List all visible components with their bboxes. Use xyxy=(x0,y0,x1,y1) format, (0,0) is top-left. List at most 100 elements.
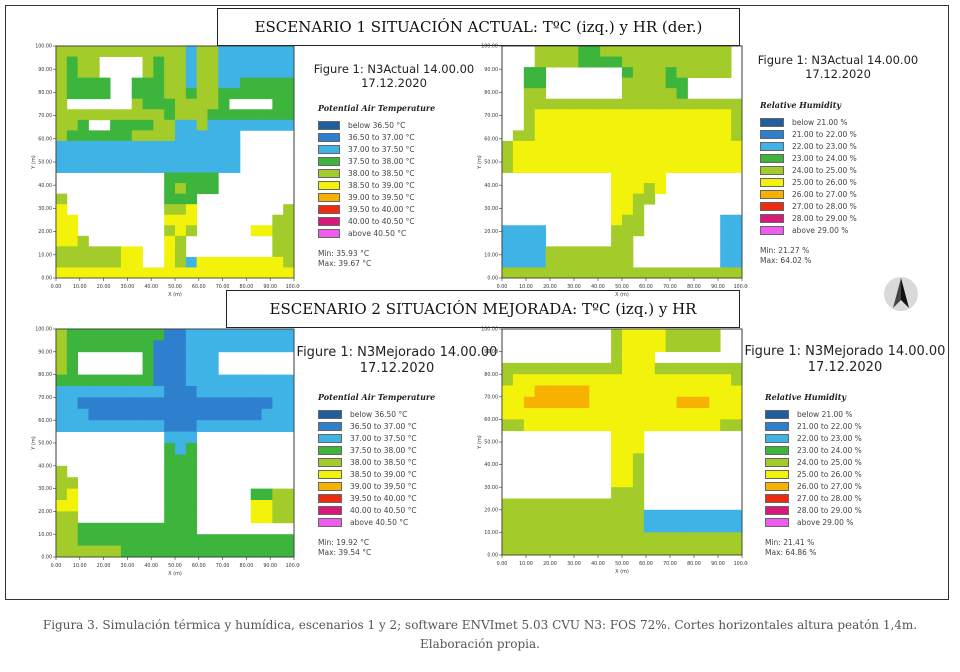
x-tick-label: 0.00 xyxy=(497,284,508,290)
heatmap-cell xyxy=(687,543,699,556)
fig-title-line: Figure 1: N3Mejorado 14.00.00 xyxy=(744,344,946,359)
y-tick-label: 70.00 xyxy=(484,113,498,119)
heatmap-cell xyxy=(534,98,547,110)
heatmap-cell xyxy=(523,67,536,79)
heatmap-cell xyxy=(578,162,590,173)
heatmap-cell xyxy=(611,543,623,556)
heatmap-cell xyxy=(66,246,79,258)
heatmap-cell xyxy=(534,109,547,121)
heatmap-cell xyxy=(56,140,68,152)
heatmap-cell xyxy=(676,162,688,173)
legend-item: 38.00 to 38.50 °C xyxy=(318,456,435,468)
heatmap-cell xyxy=(66,488,79,501)
heatmap-cell xyxy=(99,545,111,558)
heatmap-cell xyxy=(207,340,219,353)
legend-swatch xyxy=(765,457,789,467)
heatmap-cell xyxy=(142,340,154,353)
heatmap-cell xyxy=(567,140,579,152)
heatmap-cell xyxy=(643,88,656,100)
heatmap-cell xyxy=(632,351,645,364)
heatmap-cell xyxy=(523,543,536,556)
heatmap-cell xyxy=(272,374,284,387)
heatmap-cell xyxy=(600,385,612,398)
heatmap-cell xyxy=(643,172,656,184)
heatmap-cell xyxy=(611,464,623,477)
heatmap-cell xyxy=(534,509,547,522)
heatmap-cell xyxy=(545,385,557,398)
heatmap-cell xyxy=(250,500,262,512)
heatmap-cell xyxy=(283,408,295,421)
heatmap-cell xyxy=(611,204,623,216)
heatmap-cell xyxy=(622,67,634,79)
heatmap-cell xyxy=(632,408,645,420)
heatmap-cell xyxy=(709,543,721,556)
heatmap-cell xyxy=(643,56,656,68)
legend-label: 40.00 to 40.50 °C xyxy=(348,216,415,226)
heatmap-cell xyxy=(556,267,568,279)
heatmap-cell xyxy=(164,522,176,535)
heatmap-cell xyxy=(175,511,187,524)
heatmap-cell xyxy=(720,98,732,110)
heatmap-cell xyxy=(534,130,547,142)
heatmap-cell xyxy=(611,430,623,443)
heatmap-cell xyxy=(110,420,122,432)
heatmap-cell xyxy=(120,119,133,131)
heatmap-cell xyxy=(731,151,743,163)
legend-swatch xyxy=(318,192,340,202)
heatmap-cell xyxy=(720,56,732,68)
heatmap-cell xyxy=(589,396,601,409)
heatmap-cell xyxy=(676,509,688,522)
heatmap-cell xyxy=(88,397,100,410)
heatmap-cell xyxy=(131,46,143,57)
heatmap-cell xyxy=(261,386,273,398)
heatmap-cell xyxy=(545,408,557,420)
legend-item: 27.00 to 28.00 % xyxy=(760,200,857,212)
heatmap-cell xyxy=(622,235,634,247)
heatmap-cell xyxy=(622,183,634,195)
heatmap-cell xyxy=(709,396,721,409)
heatmap-cell xyxy=(611,130,623,142)
heatmap-cell xyxy=(164,235,176,247)
heatmap-cell xyxy=(66,351,79,364)
heatmap-cell xyxy=(229,130,241,142)
heatmap-cell xyxy=(676,56,688,68)
heatmap-cell xyxy=(720,509,732,522)
heatmap-cell xyxy=(589,267,601,279)
heatmap-cell xyxy=(175,88,187,100)
heatmap-cell xyxy=(502,162,514,173)
heatmap-cell xyxy=(523,77,536,89)
y-tick-label: 30.00 xyxy=(38,486,52,492)
legend-swatch xyxy=(765,505,789,515)
heatmap-cell xyxy=(131,374,143,387)
heatmap-cell xyxy=(110,140,122,152)
heatmap-cell xyxy=(142,98,154,110)
heatmap-cell xyxy=(175,431,187,444)
heatmap-cell xyxy=(545,532,557,545)
heatmap-cell xyxy=(523,98,536,110)
x-tick-label: 100.00 xyxy=(734,561,748,567)
heatmap-cell xyxy=(283,214,295,226)
heatmap-cell xyxy=(698,98,710,110)
legend-label: above 29.00 % xyxy=(792,225,849,235)
heatmap-cell xyxy=(600,56,612,68)
heatmap-cell xyxy=(175,256,187,268)
heatmap-cell xyxy=(632,340,645,352)
heatmap-cell xyxy=(665,46,677,57)
heatmap-cell xyxy=(687,46,699,57)
heatmap-cell xyxy=(56,477,68,489)
legend-item: 38.00 to 38.50 °C xyxy=(318,167,435,179)
heatmap-cell xyxy=(622,130,634,142)
heatmap-cell xyxy=(56,408,68,421)
heatmap-cell xyxy=(99,397,111,410)
heatmap-cell xyxy=(164,225,176,237)
heatmap-cell xyxy=(250,77,262,89)
heatmap-cell xyxy=(709,151,721,163)
fig-title-line: 17.12.2020 xyxy=(805,67,871,82)
heatmap-cell xyxy=(611,442,623,454)
heatmap-cell xyxy=(153,545,165,558)
x-tick-label: 70.00 xyxy=(216,284,230,290)
legend-label: above 40.50 °C xyxy=(350,517,409,527)
heatmap-cell xyxy=(622,362,634,375)
heatmap-cell xyxy=(77,420,89,432)
heatmap-cell xyxy=(272,488,284,501)
